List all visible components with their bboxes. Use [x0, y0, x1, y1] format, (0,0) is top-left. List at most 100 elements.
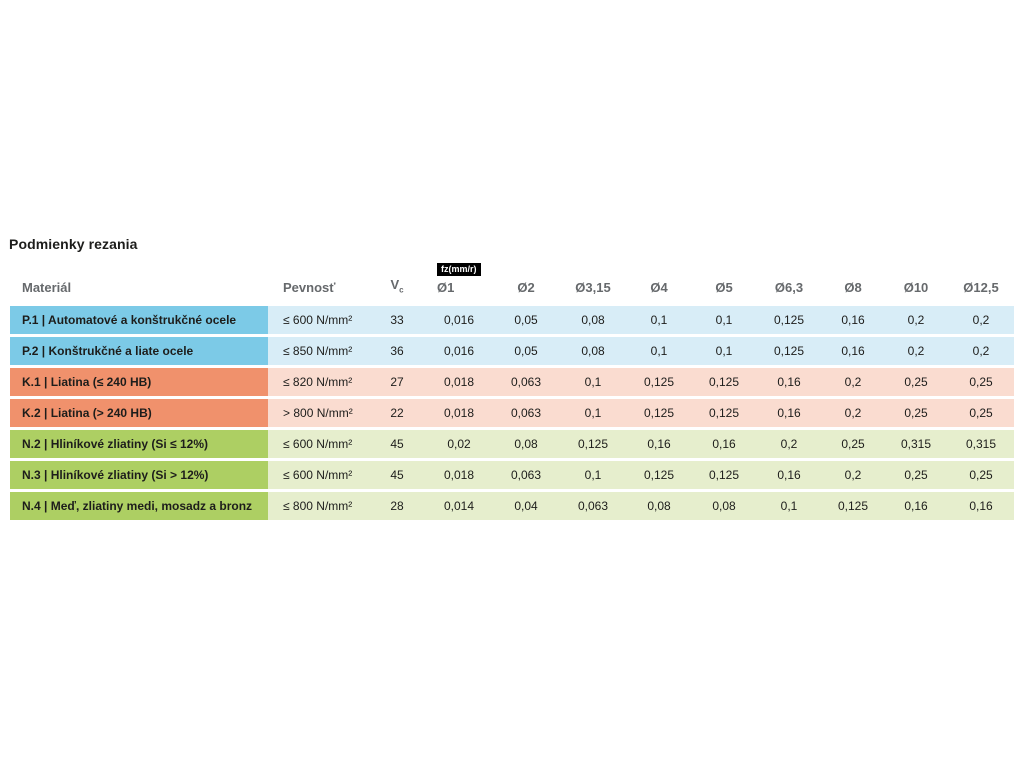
feed-value-cell: 0,125 [692, 461, 756, 489]
pevnost-cell: ≤ 800 N/mm² [268, 492, 368, 520]
pevnost-cell: ≤ 600 N/mm² [268, 306, 368, 334]
dia-1-label: Ø1 [437, 280, 455, 295]
vc-symbol: V [390, 277, 400, 293]
feed-value-cell: 0,016 [426, 306, 492, 334]
feed-value-cell: 0,016 [426, 337, 492, 365]
cutting-conditions-table: Materiál Pevnosť Vc fz(mm/r) Ø1 Ø2 Ø3,15… [10, 252, 1014, 523]
feed-value-cell: 0,125 [756, 337, 822, 365]
feed-value-cell: 0,08 [492, 430, 560, 458]
feed-value-cell: 0,16 [948, 492, 1014, 520]
feed-value-cell: 0,315 [884, 430, 948, 458]
feed-value-cell: 0,063 [492, 461, 560, 489]
feed-value-cell: 0,16 [756, 368, 822, 396]
material-cell: P.2 | Konštrukčné a liate ocele [10, 337, 268, 365]
column-header-dia-7: Ø8 [844, 280, 862, 295]
feed-value-cell: 0,16 [692, 430, 756, 458]
page-title: Podmienky rezania [9, 236, 138, 252]
feed-value-cell: 0,014 [426, 492, 492, 520]
feed-value-cell: 0,05 [492, 337, 560, 365]
table-header-row: Materiál Pevnosť Vc fz(mm/r) Ø1 Ø2 Ø3,15… [10, 255, 1014, 303]
feed-value-cell: 0,1 [560, 399, 626, 427]
feed-value-cell: 0,1 [626, 337, 692, 365]
column-header-dia-1: fz(mm/r) Ø1 [426, 255, 492, 303]
feed-value-cell: 0,25 [822, 430, 884, 458]
material-cell: K.2 | Liatina (> 240 HB) [10, 399, 268, 427]
feed-value-cell: 0,2 [884, 306, 948, 334]
feed-value-cell: 0,063 [492, 399, 560, 427]
feed-value-cell: 0,125 [626, 399, 692, 427]
feed-value-cell: 0,018 [426, 368, 492, 396]
feed-value-cell: 0,08 [560, 306, 626, 334]
material-cell: N.4 | Meď, zliatiny medi, mosadz a bronz [10, 492, 268, 520]
vc-cell: 22 [368, 399, 426, 427]
feed-value-cell: 0,25 [884, 368, 948, 396]
column-header-dia-9: Ø12,5 [963, 280, 999, 295]
table-row: K.1 | Liatina (≤ 240 HB) ≤ 820 N/mm² 27 0,0… [10, 368, 1014, 396]
feed-value-cell: 0,315 [948, 430, 1014, 458]
feed-value-cell: 0,2 [884, 337, 948, 365]
feed-value-cell: 0,1 [626, 306, 692, 334]
feed-value-cell: 0,16 [822, 337, 884, 365]
feed-value-cell: 0,1 [692, 337, 756, 365]
feed-value-cell: 0,2 [948, 337, 1014, 365]
pevnost-cell: ≤ 600 N/mm² [268, 430, 368, 458]
feed-value-cell: 0,16 [822, 306, 884, 334]
feed-value-cell: 0,063 [560, 492, 626, 520]
column-header-vc: Vc [368, 255, 426, 303]
feed-value-cell: 0,018 [426, 461, 492, 489]
feed-value-cell: 0,018 [426, 399, 492, 427]
feed-value-cell: 0,25 [948, 368, 1014, 396]
feed-value-cell: 0,1 [560, 368, 626, 396]
feed-value-cell: 0,05 [492, 306, 560, 334]
feed-value-cell: 0,125 [560, 430, 626, 458]
vc-cell: 33 [368, 306, 426, 334]
feed-value-cell: 0,125 [756, 306, 822, 334]
material-cell: N.3 | Hliníkové zliatiny (Si > 12%) [10, 461, 268, 489]
table-body: P.1 | Automatové a konštrukčné ocele ≤ 60… [10, 306, 1014, 520]
feed-value-cell: 0,2 [822, 399, 884, 427]
feed-value-cell: 0,2 [822, 368, 884, 396]
table-row: N.4 | Meď, zliatiny medi, mosadz a bronz… [10, 492, 1014, 520]
column-header-dia-4: Ø4 [650, 280, 668, 295]
feed-value-cell: 0,2 [948, 306, 1014, 334]
vc-cell: 36 [368, 337, 426, 365]
material-cell: N.2 | Hliníkové zliatiny (Si ≤ 12%) [10, 430, 268, 458]
feed-value-cell: 0,1 [756, 492, 822, 520]
table-row: P.2 | Konštrukčné a liate ocele ≤ 850 N/m… [10, 337, 1014, 365]
pevnost-cell: ≤ 850 N/mm² [268, 337, 368, 365]
column-header-dia-5: Ø5 [715, 280, 733, 295]
feed-value-cell: 0,2 [756, 430, 822, 458]
feed-value-cell: 0,08 [626, 492, 692, 520]
material-cell: P.1 | Automatové a konštrukčné ocele [10, 306, 268, 334]
feed-value-cell: 0,25 [948, 461, 1014, 489]
column-header-pevnost: Pevnosť [283, 280, 336, 295]
table-row: K.2 | Liatina (> 240 HB) > 800 N/mm² 22 0,0… [10, 399, 1014, 427]
feed-value-cell: 0,16 [626, 430, 692, 458]
vc-cell: 27 [368, 368, 426, 396]
column-header-dia-3: Ø3,15 [575, 280, 611, 295]
table-row: P.1 | Automatové a konštrukčné ocele ≤ 60… [10, 306, 1014, 334]
table-row: N.3 | Hliníkové zliatiny (Si > 12%) ≤ 600… [10, 461, 1014, 489]
column-header-dia-6: Ø6,3 [774, 280, 804, 295]
material-cell: K.1 | Liatina (≤ 240 HB) [10, 368, 268, 396]
vc-cell: 45 [368, 461, 426, 489]
feed-value-cell: 0,125 [626, 368, 692, 396]
feed-value-cell: 0,1 [692, 306, 756, 334]
fz-unit-badge: fz(mm/r) [437, 262, 481, 276]
feed-value-cell: 0,125 [822, 492, 884, 520]
feed-value-cell: 0,16 [884, 492, 948, 520]
vc-subscript: c [399, 286, 404, 295]
feed-value-cell: 0,25 [884, 461, 948, 489]
feed-value-cell: 0,08 [560, 337, 626, 365]
feed-value-cell: 0,125 [692, 399, 756, 427]
table-row: N.2 | Hliníkové zliatiny (Si ≤ 12%) ≤ 600… [10, 430, 1014, 458]
feed-value-cell: 0,2 [822, 461, 884, 489]
pevnost-cell: ≤ 600 N/mm² [268, 461, 368, 489]
feed-value-cell: 0,16 [756, 399, 822, 427]
feed-value-cell: 0,04 [492, 492, 560, 520]
feed-value-cell: 0,1 [560, 461, 626, 489]
feed-value-cell: 0,16 [756, 461, 822, 489]
column-header-dia-8: Ø10 [903, 280, 929, 295]
feed-value-cell: 0,125 [692, 368, 756, 396]
